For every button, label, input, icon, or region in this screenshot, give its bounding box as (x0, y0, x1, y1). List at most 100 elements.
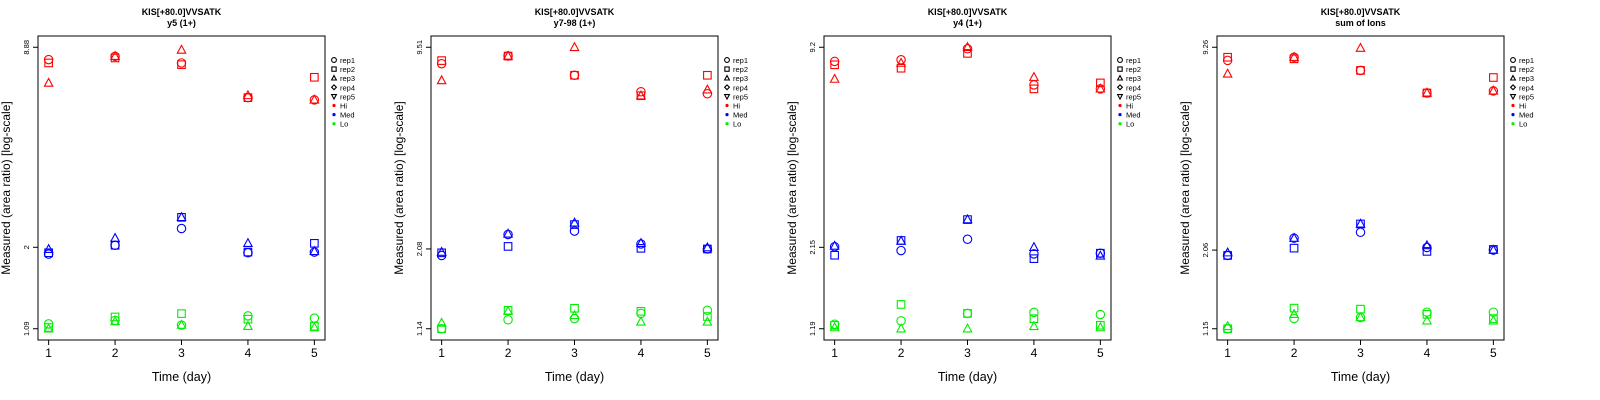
data-point-hi-rep2 (703, 70, 712, 80)
legend-key-rep2 (724, 66, 730, 72)
legend-key-rep2 (1510, 66, 1516, 72)
legend-label-rep3: rep3 (733, 74, 748, 83)
data-point-med-rep3 (109, 232, 121, 242)
data-point-med-rep3 (1488, 244, 1499, 254)
legend-label-lo: Lo (340, 120, 348, 129)
data-point-hi-rep2 (1096, 78, 1105, 88)
legend-label-rep1: rep1 (340, 56, 355, 65)
data-point-med-rep1 (1355, 227, 1366, 238)
data-point-med-rep2 (830, 250, 839, 260)
data-point-hi-rep2 (963, 49, 972, 58)
chart-title: KIS[+80.0]VVSATK (535, 7, 615, 17)
data-point-hi-rep3 (109, 50, 121, 61)
data-point-med-rep1 (962, 234, 973, 245)
legend-key-rep2 (331, 66, 337, 72)
data-point-hi-rep2 (44, 58, 53, 68)
legend-label-med: Med (1519, 111, 1534, 120)
data-point-lo-rep3 (242, 320, 254, 331)
x-tick-label: 2 (1291, 346, 1298, 360)
data-point-lo-rep3 (1355, 311, 1366, 322)
data-point-med-rep3 (829, 240, 840, 250)
data-point-hi-rep3 (962, 41, 973, 51)
data-point-lo-rep2 (110, 312, 120, 322)
legend-key-rep4 (1116, 84, 1124, 91)
data-point-med-rep3 (242, 237, 254, 248)
x-tick-label: 5 (704, 346, 711, 360)
x-tick-label: 4 (638, 346, 645, 360)
data-point-med-rep3 (176, 211, 187, 222)
data-point-lo-rep2 (1422, 309, 1432, 319)
data-point-hi-rep3 (176, 44, 187, 54)
data-point-hi-rep2 (1489, 73, 1498, 82)
data-point-lo-rep3 (502, 305, 514, 316)
data-point-hi-rep3 (502, 50, 514, 60)
data-point-hi-rep3 (43, 77, 54, 87)
x-axis-label: Time (day) (938, 370, 997, 384)
x-tick-label: 3 (1357, 346, 1364, 360)
data-point-hi-rep3 (635, 89, 647, 100)
data-point-hi-rep3 (829, 73, 840, 83)
data-point-med-rep3 (309, 245, 320, 256)
data-point-hi-rep1 (1222, 55, 1233, 66)
x-tick-label: 4 (245, 346, 252, 360)
data-point-lo-rep3 (1095, 321, 1106, 332)
x-axis-label: Time (day) (152, 370, 211, 384)
y-axis-label: Measured (area ratio) [log-scale] (1178, 101, 1192, 274)
y-tick-label: 2.06 (1201, 243, 1210, 258)
plot-frame (1216, 35, 1505, 341)
data-point-hi-rep1 (569, 70, 580, 81)
x-tick-label: 1 (1224, 346, 1231, 360)
data-point-lo-rep3 (1288, 308, 1300, 318)
data-point-hi-rep3 (569, 41, 580, 52)
data-point-med-rep3 (1355, 218, 1366, 228)
data-point-lo-rep2 (830, 320, 839, 330)
plot-frame (823, 35, 1112, 341)
y-axis-label: Measured (area ratio) [log-scale] (392, 101, 406, 274)
x-tick-label: 5 (311, 346, 318, 360)
legend-key-lo (725, 122, 729, 126)
data-point-med-rep2 (1029, 254, 1039, 263)
data-point-med-rep3 (569, 217, 580, 227)
data-point-med-rep1 (176, 223, 187, 234)
data-point-hi-rep3 (1095, 83, 1106, 93)
legend-key-lo (1511, 122, 1515, 126)
x-axis-label: Time (day) (1331, 370, 1390, 384)
legend-label-rep4: rep4 (1519, 83, 1534, 92)
legend-label-hi: Hi (733, 102, 740, 111)
x-tick-label: 5 (1097, 346, 1104, 360)
legend-key-med (332, 113, 336, 117)
data-point-lo-rep2 (963, 309, 972, 318)
legend-label-rep4: rep4 (733, 83, 748, 92)
data-point-lo-rep2 (570, 303, 579, 313)
y-axis-label: Measured (area ratio) [log-scale] (0, 101, 13, 274)
data-point-hi-rep1 (896, 55, 906, 65)
data-point-lo-rep3 (43, 322, 54, 333)
data-point-lo-rep2 (243, 314, 253, 324)
data-point-med-rep3 (962, 213, 973, 224)
data-point-lo-rep1 (962, 308, 973, 319)
data-point-med-rep3 (1222, 246, 1233, 257)
data-point-lo-rep3 (1222, 320, 1233, 331)
data-point-lo-rep2 (1489, 314, 1498, 323)
x-axis-label: Time (day) (545, 370, 604, 384)
x-tick-label: 2 (112, 346, 119, 360)
x-tick-label: 1 (45, 346, 52, 360)
data-point-lo-rep2 (896, 300, 906, 309)
legend-key-rep1 (331, 57, 337, 63)
data-point-hi-rep1 (436, 58, 447, 69)
data-point-hi-rep2 (310, 72, 319, 82)
x-tick-label: 1 (831, 346, 838, 360)
data-point-med-rep3 (635, 237, 647, 248)
data-point-lo-rep3 (569, 309, 580, 320)
y-tick-label: 9.51 (415, 40, 424, 55)
data-point-hi-rep3 (1222, 68, 1233, 78)
legend-key-rep1 (1510, 57, 1516, 63)
legend-key-rep1 (1117, 57, 1123, 63)
legend-label-hi: Hi (1126, 102, 1133, 111)
data-point-med-rep1 (110, 240, 120, 251)
data-point-hi-rep3 (1028, 71, 1040, 81)
legend-key-rep5 (1509, 94, 1517, 101)
